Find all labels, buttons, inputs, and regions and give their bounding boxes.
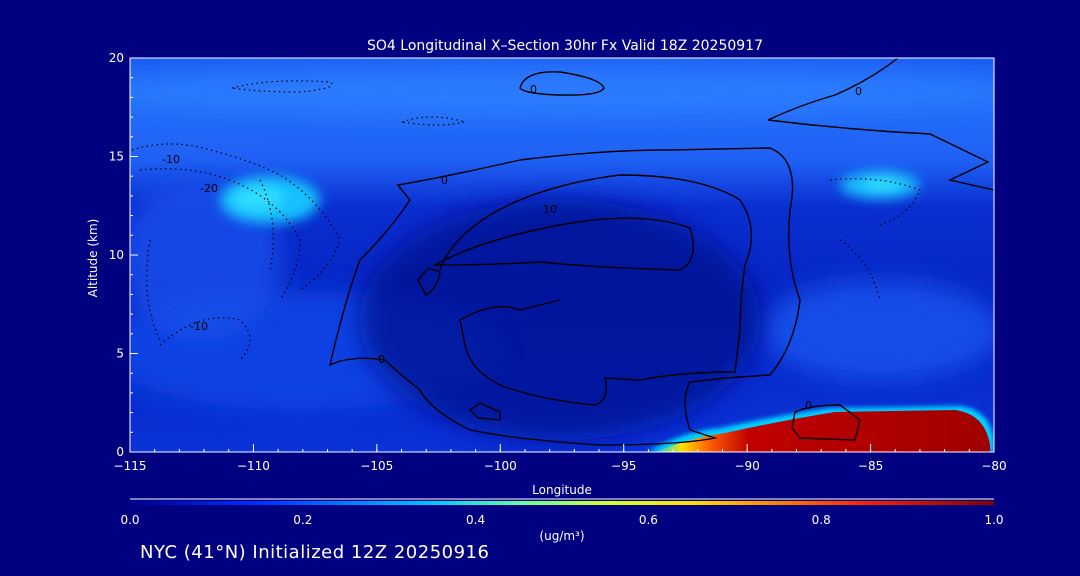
colorbar-tick-label: 0.6 [639, 513, 658, 527]
contour-label: 0 [530, 83, 537, 96]
y-tick-label: 0 [116, 445, 124, 459]
contour-zero-top [519, 71, 605, 96]
contour-ten [439, 174, 753, 406]
contour-zero-west [328, 147, 801, 446]
field-core-dark [360, 200, 760, 440]
chart-title: SO4 Longitudinal X–Section 30hr Fx Valid… [367, 38, 763, 54]
contour-negative-3 [131, 143, 341, 291]
y-tick-label: 15 [109, 150, 124, 164]
x-tick-label: −90 [734, 459, 759, 473]
contour-ten-inner [432, 217, 694, 271]
initialization-info: NYC (41°N) Initialized 12Z 20250916 [140, 542, 490, 563]
solid-contours [328, 58, 994, 446]
dotted-contours [131, 80, 921, 361]
contour-label: -20 [200, 182, 218, 195]
contour-zero-east-box [791, 404, 861, 441]
contour-label-group: 0 10 -10 -20 -10 0 0 0 0 [162, 83, 862, 412]
y-axis: 0 5 10 15 20 [109, 51, 138, 459]
contour-label: -10 [190, 320, 208, 333]
contour-negative-5 [146, 179, 274, 341]
field-band-lower-right [760, 280, 994, 380]
contour-label: 0 [805, 399, 812, 412]
y-tick-label: 10 [109, 248, 124, 262]
contour-label: -10 [162, 153, 180, 166]
field-max-east-core [862, 177, 902, 191]
contour-negative-7 [159, 317, 251, 361]
x-tick-label: −110 [237, 459, 270, 473]
y-tick-label: 5 [116, 347, 124, 361]
contour-label: 10 [543, 203, 557, 216]
contour-small-center [468, 402, 501, 421]
colorbar-label: (ug/m³) [539, 529, 584, 543]
contour-label: 0 [855, 85, 862, 98]
contour-negative-4 [139, 168, 301, 301]
plot-area: 0 10 -10 -20 -10 0 0 0 0 [130, 58, 994, 452]
contour-negative-1 [231, 80, 333, 93]
colorbar-tick-label: 0.4 [466, 513, 485, 527]
y-tick-label: 20 [109, 51, 124, 65]
x-axis-label: Longitude [532, 483, 592, 497]
contour-label: 0 [378, 353, 385, 366]
field-band-upper [130, 65, 994, 115]
x-tick-label: −95 [611, 459, 636, 473]
x-tick-label: −85 [858, 459, 883, 473]
colorbar-tick-label: 0.0 [120, 513, 139, 527]
field-max-west-core [232, 186, 284, 210]
colorbar-ticks: 0.0 0.2 0.4 0.6 0.8 1.0 [120, 513, 1003, 527]
contour-negative-6 [829, 178, 921, 301]
high-concentration-region [655, 410, 990, 452]
x-tick-label: −115 [114, 459, 147, 473]
x-tick-label: −105 [360, 459, 393, 473]
contour-small-west [417, 267, 441, 296]
colorbar-tick-label: 0.8 [812, 513, 831, 527]
colorbar-tick-label: 0.2 [293, 513, 312, 527]
contour-zero-main [767, 58, 994, 191]
x-tick-label: −100 [484, 459, 517, 473]
y-axis-label: Altitude (km) [86, 219, 100, 298]
x-axis: −115 −110 −105 −100 −95 −90 −85 −80 [114, 444, 1007, 473]
x-tick-label: −80 [981, 459, 1006, 473]
colorbar [130, 501, 994, 505]
colorbar-tick-label: 1.0 [984, 513, 1003, 527]
contour-label: 0 [441, 174, 448, 187]
